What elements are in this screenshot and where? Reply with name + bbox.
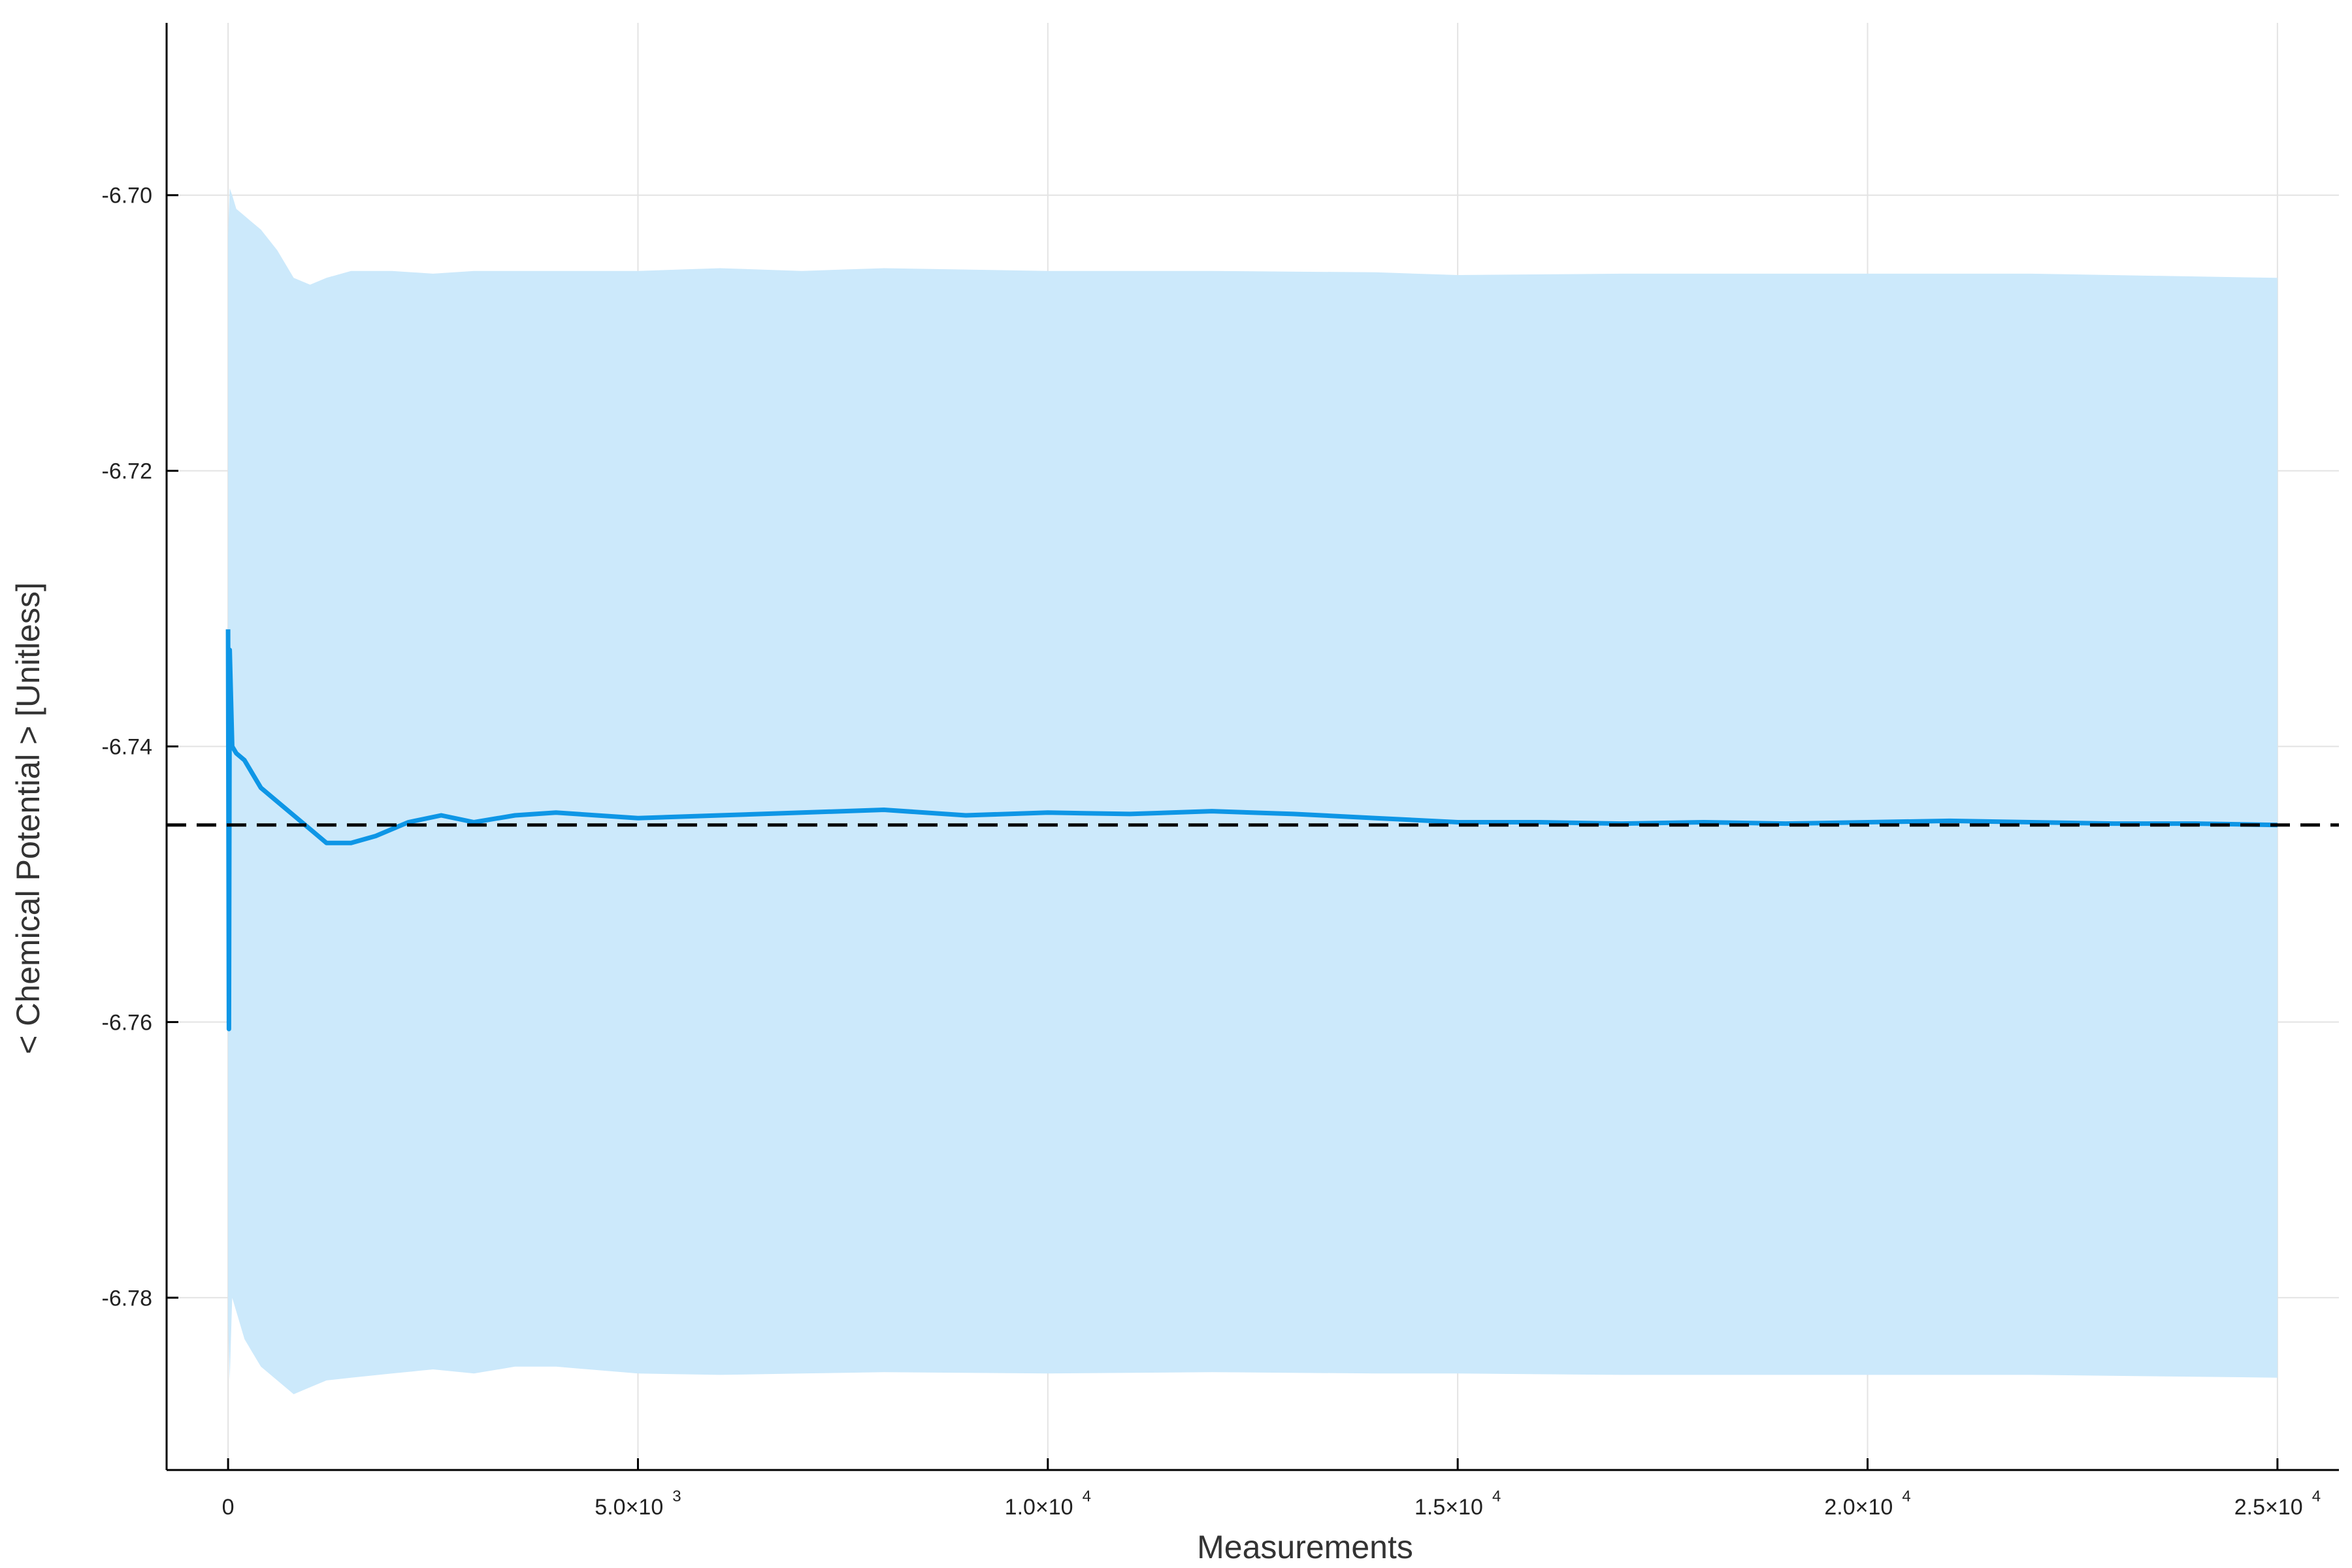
x-tick-mantissa: 1.0×10 bbox=[1005, 1495, 1073, 1520]
x-tick-mantissa: 1.5×10 bbox=[1414, 1495, 1483, 1520]
x-tick-exponent: 4 bbox=[1083, 1488, 1091, 1505]
confidence-band-layer bbox=[228, 188, 2278, 1395]
x-tick-label: 2.0×10 4 bbox=[1824, 1488, 1910, 1520]
x-tick-mantissa: 0 bbox=[222, 1495, 235, 1520]
x-tick-label: 1.0×10 4 bbox=[1005, 1488, 1091, 1520]
x-tick-exponent: 4 bbox=[2312, 1488, 2321, 1505]
x-tick-label: 5.0×10 3 bbox=[595, 1488, 681, 1520]
x-tick-label: 2.5×10 4 bbox=[2234, 1488, 2321, 1520]
x-tick-mantissa: 2.0×10 bbox=[1824, 1495, 1893, 1520]
y-tick-label: -6.70 bbox=[102, 184, 153, 208]
x-axis-title: Measurements bbox=[1197, 1529, 1413, 1565]
y-tick-label: -6.76 bbox=[102, 1010, 153, 1035]
x-tick-mantissa: 5.0×10 bbox=[595, 1495, 663, 1520]
x-tick-label: 0 bbox=[222, 1495, 235, 1520]
confidence-band bbox=[228, 188, 2278, 1395]
x-tick-exponent: 3 bbox=[672, 1488, 681, 1505]
y-tick-label: -6.72 bbox=[102, 459, 153, 484]
x-tick-exponent: 4 bbox=[1492, 1488, 1501, 1505]
x-tick-exponent: 4 bbox=[1902, 1488, 1910, 1505]
y-tick-label: -6.74 bbox=[102, 735, 153, 760]
series-line bbox=[225, 629, 2278, 1032]
series-layer bbox=[225, 629, 2278, 1032]
y-axis-title: < Chemical Potential > [Unitless] bbox=[10, 582, 46, 1054]
x-tick-label: 1.5×10 4 bbox=[1414, 1488, 1501, 1520]
y-axis-ticks: -6.70 -6.72 -6.74 -6.76 -6.78 bbox=[102, 184, 178, 1311]
x-axis-ticks: 0 5.0×10 3 1.0×10 4 1.5×10 4 2.0×10 4 2.5×10 4 bbox=[222, 1458, 2321, 1520]
y-tick-label: -6.78 bbox=[102, 1286, 153, 1311]
x-tick-mantissa: 2.5×10 bbox=[2234, 1495, 2303, 1520]
